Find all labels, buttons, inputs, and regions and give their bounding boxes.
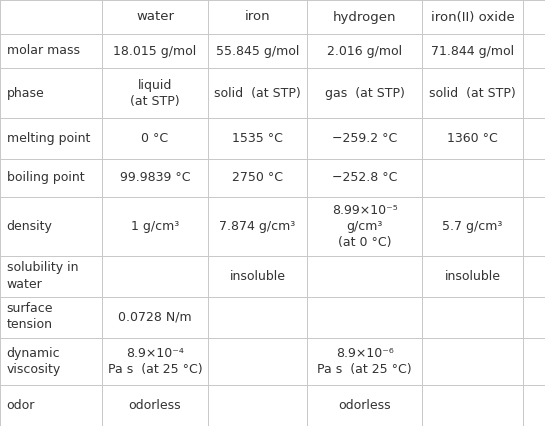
Text: odorless: odorless <box>338 399 391 412</box>
Text: −259.2 °C: −259.2 °C <box>332 132 397 145</box>
Text: phase: phase <box>7 86 44 100</box>
Text: 99.9839 °C: 99.9839 °C <box>120 171 190 184</box>
Text: molar mass: molar mass <box>7 44 80 58</box>
Text: 18.015 g/mol: 18.015 g/mol <box>113 44 197 58</box>
Text: 2750 °C: 2750 °C <box>232 171 283 184</box>
Text: liquid
(at STP): liquid (at STP) <box>130 78 180 107</box>
Text: 7.874 g/cm³: 7.874 g/cm³ <box>220 219 295 233</box>
Text: solubility in
water: solubility in water <box>7 262 78 291</box>
Text: gas  (at STP): gas (at STP) <box>325 86 404 100</box>
Text: 1 g/cm³: 1 g/cm³ <box>131 219 179 233</box>
Text: 8.9×10⁻⁶
Pa s  (at 25 °C): 8.9×10⁻⁶ Pa s (at 25 °C) <box>317 347 412 376</box>
Text: 1360 °C: 1360 °C <box>447 132 498 145</box>
Text: iron(II) oxide: iron(II) oxide <box>431 11 514 23</box>
Text: −252.8 °C: −252.8 °C <box>332 171 397 184</box>
Text: water: water <box>136 11 174 23</box>
Text: insoluble: insoluble <box>229 270 286 282</box>
Text: 0.0728 N/m: 0.0728 N/m <box>118 311 192 323</box>
Text: odor: odor <box>7 399 35 412</box>
Text: 5.7 g/cm³: 5.7 g/cm³ <box>443 219 502 233</box>
Text: 8.9×10⁻⁴
Pa s  (at 25 °C): 8.9×10⁻⁴ Pa s (at 25 °C) <box>108 347 202 376</box>
Text: 8.99×10⁻⁵
g/cm³
(at 0 °C): 8.99×10⁻⁵ g/cm³ (at 0 °C) <box>332 204 397 248</box>
Text: 71.844 g/mol: 71.844 g/mol <box>431 44 514 58</box>
Text: odorless: odorless <box>129 399 181 412</box>
Text: dynamic
viscosity: dynamic viscosity <box>7 347 61 376</box>
Text: surface
tension: surface tension <box>7 302 53 331</box>
Text: 2.016 g/mol: 2.016 g/mol <box>327 44 402 58</box>
Text: density: density <box>7 219 52 233</box>
Text: 0 °C: 0 °C <box>142 132 168 145</box>
Text: hydrogen: hydrogen <box>333 11 396 23</box>
Text: solid  (at STP): solid (at STP) <box>214 86 301 100</box>
Text: boiling point: boiling point <box>7 171 84 184</box>
Text: insoluble: insoluble <box>445 270 500 282</box>
Text: 55.845 g/mol: 55.845 g/mol <box>216 44 299 58</box>
Text: iron: iron <box>245 11 270 23</box>
Text: 1535 °C: 1535 °C <box>232 132 283 145</box>
Text: solid  (at STP): solid (at STP) <box>429 86 516 100</box>
Text: melting point: melting point <box>7 132 90 145</box>
